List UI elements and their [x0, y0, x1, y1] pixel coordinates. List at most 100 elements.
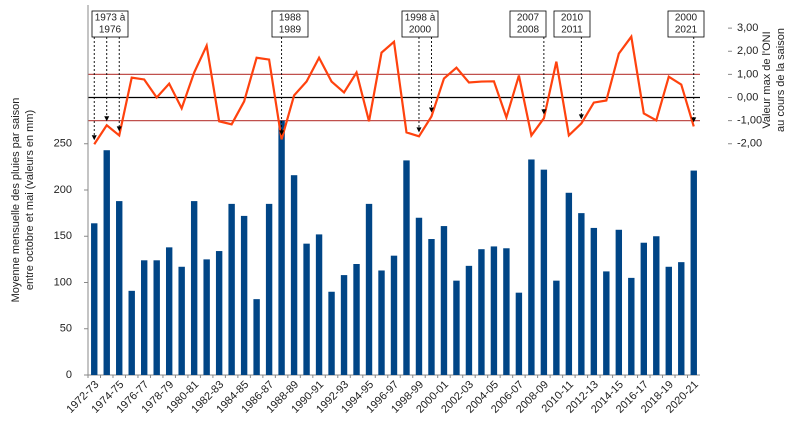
- y2-tick-label: -1,00: [737, 115, 762, 127]
- annotation-text: 1998 à: [405, 13, 436, 24]
- arrow-head: [104, 116, 110, 122]
- bar: [690, 170, 697, 375]
- bar: [178, 266, 185, 375]
- y2-axis-title-line: Valeur max de l'ONI: [761, 31, 773, 128]
- annotation-text: 1988: [279, 13, 302, 24]
- bar: [228, 203, 235, 375]
- arrow-head: [416, 127, 422, 133]
- bar: [153, 260, 160, 375]
- bar: [415, 217, 423, 375]
- bar: [141, 260, 148, 375]
- annotation-text: 1973 à: [95, 13, 126, 24]
- bar: [565, 192, 573, 375]
- bar: [678, 262, 685, 375]
- bar: [128, 290, 135, 375]
- y2-tick-label: 0,00: [737, 91, 758, 103]
- bar: [490, 246, 498, 375]
- annotation-text: 2000: [675, 13, 698, 24]
- y-tick-label: 250: [54, 138, 72, 150]
- bar: [453, 280, 460, 375]
- arrow-head: [691, 117, 697, 123]
- annotation-box: [401, 10, 439, 38]
- bar: [378, 270, 385, 375]
- y2-axis-title: Valeur max de l'ONI au cours de la saison: [761, 28, 787, 132]
- annotation-text: 2000: [409, 25, 432, 36]
- arrow-head: [578, 114, 584, 120]
- bar: [553, 280, 560, 375]
- bar: [403, 160, 410, 375]
- bar: [578, 213, 585, 375]
- bar: [390, 255, 398, 375]
- y-tick-label: 100: [54, 276, 72, 288]
- arrow-head: [91, 135, 97, 141]
- oni-line: [93, 33, 695, 145]
- annotation-text: 2021: [675, 25, 698, 36]
- y-tick-label: 200: [54, 184, 72, 196]
- arrow-head: [279, 130, 285, 136]
- annotation-box: [509, 10, 547, 38]
- bar: [290, 175, 298, 375]
- bar: [428, 239, 435, 375]
- bar: [503, 248, 510, 375]
- bar: [165, 247, 173, 375]
- bar: [590, 227, 598, 375]
- bar: [203, 259, 210, 375]
- arrow-head: [541, 109, 547, 115]
- bar: [103, 150, 110, 375]
- arrow-head: [116, 126, 122, 132]
- bar: [440, 226, 448, 375]
- annotation-text: 2010: [561, 13, 584, 24]
- bar: [303, 243, 310, 375]
- bar: [640, 242, 647, 375]
- bar: [91, 223, 98, 375]
- bar: [240, 215, 248, 375]
- y2-tick-label: 2,00: [737, 45, 758, 57]
- bar: [515, 292, 523, 375]
- bar: [615, 229, 623, 375]
- bar: [478, 249, 485, 375]
- annotation-box: [667, 10, 705, 38]
- bar: [315, 234, 323, 375]
- arrow-head: [428, 107, 434, 113]
- annotation-box: [91, 10, 129, 38]
- annotation-text: 2007: [517, 13, 540, 24]
- y2-tick-label: 1,00: [737, 68, 758, 80]
- bar: [540, 169, 548, 375]
- y-axis-title: Moyenne mensuelle des pluies par saison e…: [10, 98, 36, 303]
- y-axis-title-line: entre octobre et mai (valeurs en mm): [24, 110, 36, 290]
- bar: [628, 277, 635, 375]
- bar: [665, 266, 672, 375]
- bar: [653, 236, 660, 375]
- y-tick-label: 50: [60, 323, 72, 335]
- annotation-text: 2008: [517, 25, 540, 36]
- bar: [340, 275, 348, 375]
- bar: [353, 264, 360, 375]
- bar: [265, 203, 273, 375]
- y2-tick-label: -2,00: [737, 138, 762, 150]
- bar: [603, 271, 610, 375]
- bar: [278, 120, 285, 375]
- annotation-box: [553, 10, 591, 38]
- bar: [190, 201, 198, 375]
- bar: [253, 299, 260, 375]
- bar: [465, 265, 473, 375]
- annotation-text: 1976: [99, 25, 122, 36]
- bar: [328, 291, 335, 375]
- y2-axis-title-line: au cours de la saison: [775, 28, 787, 132]
- annotation-text: 2011: [561, 25, 583, 36]
- y2-tick-label: 3,00: [737, 22, 758, 34]
- bar: [365, 203, 373, 375]
- bar: [215, 251, 223, 375]
- annotation-text: 1989: [279, 25, 302, 36]
- y-tick-label: 0: [66, 369, 72, 381]
- y-tick-label: 150: [54, 230, 72, 242]
- bar: [116, 201, 123, 375]
- annotation-box: [271, 10, 309, 38]
